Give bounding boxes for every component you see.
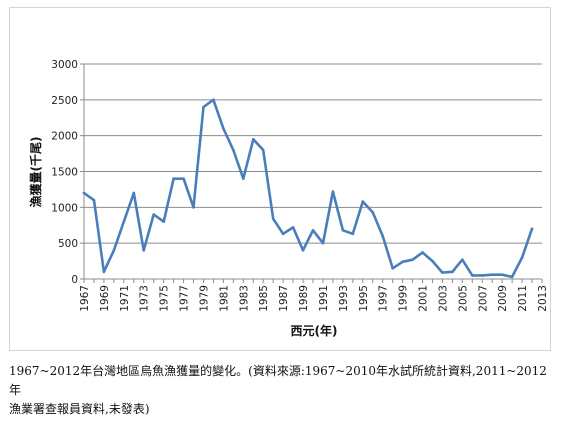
data-point [192,206,195,209]
y-tick-label: 1500 [51,167,78,179]
x-tick-label: 1981 [218,285,230,312]
data-point [301,249,305,252]
x-tick-label: 1973 [139,285,151,312]
caption-line-2: 漁業署查報員資料,未發表) [9,402,150,416]
data-point [500,273,504,277]
data-point [490,273,494,277]
data-point [451,270,454,274]
x-tick-label: 1999 [398,285,410,312]
data-point [82,191,86,195]
data-point [92,198,96,202]
x-tick-label: 1975 [159,285,171,312]
data-point [251,137,255,141]
data-point [202,105,205,109]
data-point [182,177,185,180]
data-point [401,260,404,264]
x-tick-label: 1969 [99,285,111,312]
x-tick-label: 1991 [318,285,330,312]
x-tick-label: 1997 [378,285,390,312]
data-point [142,249,146,252]
data-point [361,200,365,203]
caption-line-1: 1967~2012年台灣地區烏魚漁獲量的變化。(資料來源:1967~2010年水… [9,364,547,397]
data-point [321,241,325,245]
data-point [391,266,394,270]
data-point [461,258,464,261]
y-tick-label: 500 [58,238,78,250]
data-point [271,217,275,221]
y-tick-label: 0 [71,274,78,286]
data-point [421,251,424,254]
data-point [441,271,444,274]
x-tick-label: 2009 [497,285,509,312]
data-point [291,226,295,229]
data-point [261,148,265,152]
y-axis-title: 漁獲量(千尾) [28,137,43,208]
data-point [471,274,474,277]
data-point [222,127,225,130]
axes [80,63,543,283]
y-tick-label: 1000 [51,202,78,214]
x-axis-title: 西元(年) [291,323,338,338]
x-tick-label: 1993 [338,285,350,312]
data-point [122,220,126,223]
x-tick-label: 1977 [179,285,191,312]
figure-caption: 1967~2012年台灣地區烏魚漁獲量的變化。(資料來源:1967~2010年水… [9,362,557,419]
x-tick-label: 2005 [457,285,469,312]
data-point [530,227,534,231]
data-point [281,232,285,236]
data-point [162,220,165,223]
data-point [102,270,106,274]
data-point [132,191,136,195]
data-point [381,234,384,238]
x-tick-label: 1995 [358,285,370,312]
x-tick-label: 1967 [79,285,91,312]
data-point [242,177,245,180]
x-tick-labels: 1967 1969 1971 1973 1975 1977 1979 1981 1983 1985… [79,285,549,312]
x-tick-label: 1989 [298,285,310,312]
x-tick-label: 1971 [119,285,131,312]
data-point [520,256,524,259]
series-line [82,98,534,279]
data-point [212,98,215,102]
data-point [510,275,514,279]
x-tick-label: 1983 [238,285,250,312]
data-point [172,177,175,180]
y-tick-label: 2000 [51,131,78,143]
x-tick-label: 2003 [437,285,449,312]
series-group [82,98,534,279]
x-tick-label: 2001 [418,285,430,312]
data-point [431,259,434,263]
gridlines [84,63,542,244]
x-tick-label: 2007 [477,285,489,312]
line-chart: 0 500 1000 1500 2000 2500 3000 1967 1969 1971 197… [28,59,549,338]
x-tick-label: 2011 [517,285,529,312]
x-tick-label: 2013 [537,285,549,312]
data-point [331,190,335,193]
data-point [152,213,155,216]
data-point [351,232,355,236]
y-tick-label: 3000 [51,59,78,71]
data-point [480,274,484,277]
y-tick-labels: 0 500 1000 1500 2000 2500 3000 [51,59,78,286]
data-point [311,228,315,232]
data-point [411,258,414,261]
x-tick-label: 1987 [278,285,290,312]
y-tick-label: 2500 [51,95,78,107]
x-tick-label: 1985 [258,285,270,312]
data-point [341,228,345,232]
chart-frame: 0 500 1000 1500 2000 2500 3000 1967 1969 1971 197… [9,7,551,351]
x-tick-label: 1979 [198,285,210,312]
data-point [371,211,375,214]
data-point [112,249,116,252]
data-point [232,148,235,152]
